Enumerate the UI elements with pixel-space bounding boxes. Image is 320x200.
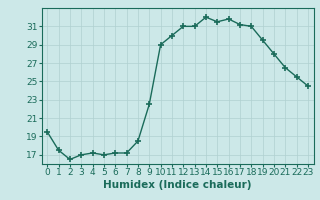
X-axis label: Humidex (Indice chaleur): Humidex (Indice chaleur) bbox=[103, 180, 252, 190]
